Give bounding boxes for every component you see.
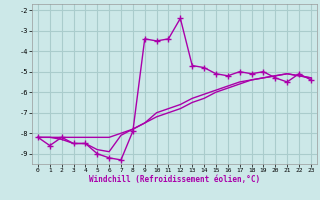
X-axis label: Windchill (Refroidissement éolien,°C): Windchill (Refroidissement éolien,°C) (89, 175, 260, 184)
